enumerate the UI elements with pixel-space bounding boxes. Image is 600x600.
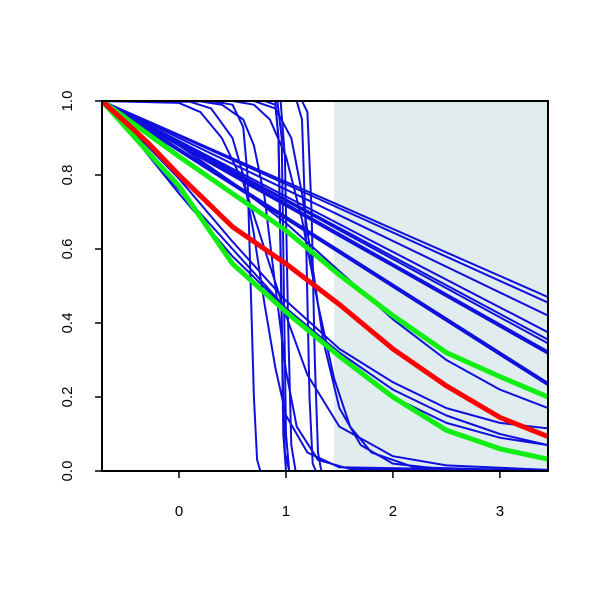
series-line-blue-18 xyxy=(102,101,548,471)
series-line-blue-8 xyxy=(102,101,548,387)
x-tick-label: 2 xyxy=(389,503,397,520)
y-tick-label: 1.0 xyxy=(59,91,76,112)
series-line-blue-2 xyxy=(102,101,548,304)
y-tick-label: 0.6 xyxy=(59,239,76,260)
y-tick-label: 0.2 xyxy=(59,387,76,408)
series-line-green-25 xyxy=(102,101,548,462)
y-tick-label: 0.8 xyxy=(59,165,76,186)
series-line-blue-16 xyxy=(102,101,548,471)
x-axis: 0 1 2 3 xyxy=(175,471,504,520)
y-tick-label: 0.0 xyxy=(59,461,76,482)
x-tick-label: 1 xyxy=(282,503,290,520)
series-line-blue-3 xyxy=(102,101,548,317)
x-tick-label: 0 xyxy=(175,503,183,520)
series-line-blue-4 xyxy=(102,101,548,334)
series-line-blue-21 xyxy=(102,101,548,471)
series-line-blue-20 xyxy=(102,101,548,471)
series-line-blue-14 xyxy=(102,101,548,471)
y-axis: 0.0 0.2 0.4 0.6 0.8 1.0 xyxy=(59,91,102,482)
series-line-red-27 xyxy=(102,101,548,440)
series-line-blue-24 xyxy=(102,101,548,471)
y-tick-label: 0.4 xyxy=(59,313,76,334)
series-layer xyxy=(102,101,548,471)
series-line-green-26 xyxy=(102,101,548,400)
series-line-blue-11 xyxy=(102,101,548,430)
series-line-blue-9 xyxy=(102,101,548,410)
series-line-blue-19 xyxy=(102,101,548,471)
plot-frame xyxy=(101,100,549,472)
x-tick-label: 3 xyxy=(496,503,504,520)
